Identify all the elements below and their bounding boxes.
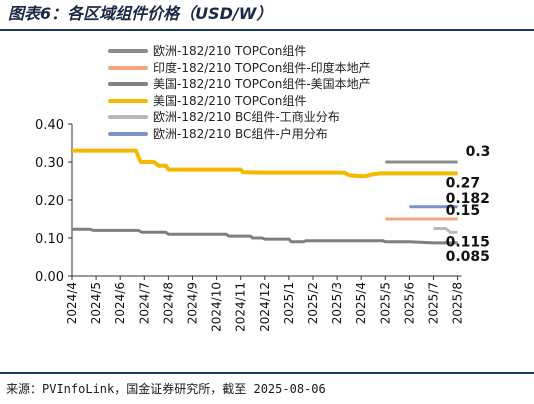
footer-divider bbox=[0, 372, 534, 374]
legend-label: 印度-182/210 TOPCon组件-印度本地产 bbox=[153, 60, 371, 75]
y-tick-label: 0.20 bbox=[35, 194, 64, 209]
y-tick-label: 0.10 bbox=[35, 232, 64, 247]
y-tick-label: 0.00 bbox=[35, 270, 64, 285]
legend-swatch bbox=[108, 49, 148, 53]
end-value-label: 0.3 bbox=[466, 144, 491, 160]
x-tick-label: 2025/8 bbox=[451, 282, 465, 324]
x-tick-label: 2025/3 bbox=[330, 282, 344, 324]
legend-label: 美国-182/210 TOPCon组件-美国本地产 bbox=[153, 77, 371, 92]
legend-label: 欧洲-182/210 BC组件-工商业分布 bbox=[153, 110, 340, 125]
x-tick-label: 2024/11 bbox=[234, 282, 248, 332]
legend-swatch bbox=[108, 65, 148, 70]
x-tick-label: 2024/4 bbox=[65, 282, 79, 324]
x-tick-label: 2024/9 bbox=[186, 282, 200, 324]
x-tick-label: 2025/1 bbox=[282, 282, 296, 324]
legend-label: 欧洲-182/210 TOPCon组件 bbox=[153, 44, 307, 58]
legend-label: 美国-182/210 TOPCon组件 bbox=[153, 93, 307, 108]
end-value-label: 0.182 bbox=[446, 191, 490, 207]
series-line bbox=[72, 148, 458, 179]
x-tick-label: 2025/5 bbox=[378, 282, 392, 324]
legend-label: 欧洲-182/210 BC组件-户用分布 bbox=[153, 126, 328, 141]
series-line bbox=[433, 227, 458, 234]
end-value-label: 0.085 bbox=[446, 249, 490, 265]
y-tick-label: 0.40 bbox=[35, 118, 64, 133]
legend-swatch bbox=[108, 98, 148, 103]
x-tick-label: 2024/8 bbox=[161, 282, 175, 324]
legend-swatch bbox=[108, 115, 148, 120]
x-tick-label: 2024/5 bbox=[89, 282, 103, 324]
legend-swatch bbox=[108, 131, 148, 136]
series-line bbox=[72, 227, 458, 245]
end-value-label: 0.15 bbox=[446, 203, 481, 219]
x-tick-label: 2025/4 bbox=[354, 282, 368, 324]
legend-swatch bbox=[108, 82, 148, 87]
chart-title: 图表6：各区域组件价格（USD/W） bbox=[8, 4, 273, 23]
x-tick-label: 2024/12 bbox=[258, 282, 272, 332]
price-line-chart: 0.00 0.10 0.20 0.30 0.40 2024/4 2024/5 2024/6 20… bbox=[35, 118, 491, 332]
end-value-label: 0.115 bbox=[446, 234, 490, 250]
x-tick-label: 2024/7 bbox=[137, 282, 151, 324]
x-tick-label: 2024/6 bbox=[113, 282, 127, 324]
y-tick-label: 0.30 bbox=[35, 156, 64, 171]
x-tick-label: 2025/7 bbox=[427, 282, 441, 324]
source-note: 来源：PVInfoLink，国金证券研究所，截至 2025-08-06 bbox=[6, 382, 326, 396]
title-divider bbox=[0, 29, 534, 31]
x-tick-label: 2025/6 bbox=[402, 282, 416, 324]
x-tick-label: 2025/2 bbox=[306, 282, 320, 324]
end-value-label: 0.27 bbox=[446, 175, 481, 191]
x-tick-label: 2024/10 bbox=[210, 282, 224, 332]
